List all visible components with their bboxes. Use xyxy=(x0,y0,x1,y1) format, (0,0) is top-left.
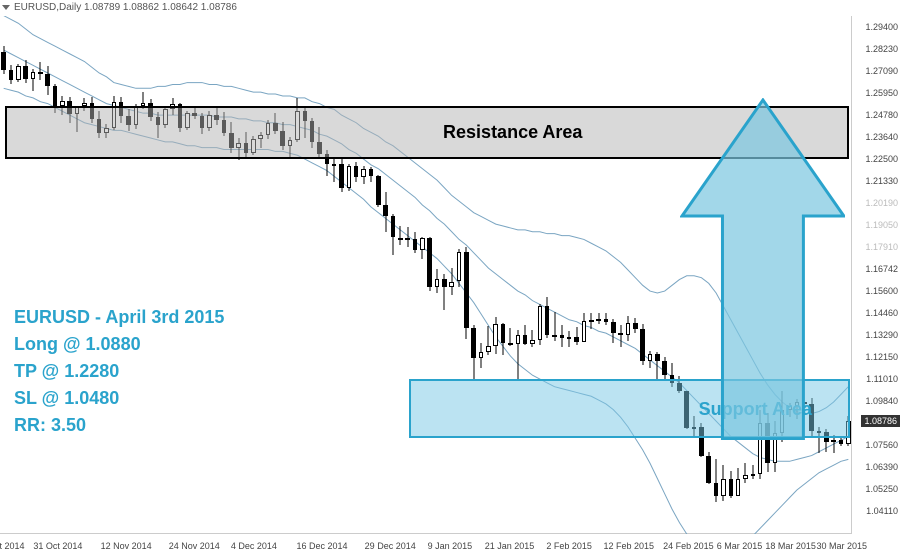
chart-title-bar: EURUSD,Daily 1.08789 1.08862 1.08642 1.0… xyxy=(2,2,237,13)
y-tick: 1.06390 xyxy=(865,462,898,472)
y-tick: 1.21330 xyxy=(865,176,898,186)
x-tick: 18 Mar 2015 xyxy=(765,541,816,551)
y-tick: 1.17910 xyxy=(865,242,898,252)
x-tick: 12 Nov 2014 xyxy=(101,541,152,551)
x-tick: 29 Dec 2014 xyxy=(365,541,416,551)
x-tick: 6 Mar 2015 xyxy=(717,541,763,551)
y-tick: 1.13290 xyxy=(865,330,898,340)
y-tick: 1.12150 xyxy=(865,352,898,362)
x-tick: 24 Feb 2015 xyxy=(663,541,714,551)
y-tick: 1.05250 xyxy=(865,484,898,494)
x-tick: 12 Feb 2015 xyxy=(603,541,654,551)
y-tick: 1.07560 xyxy=(865,440,898,450)
y-tick: 1.24780 xyxy=(865,110,898,120)
y-tick: 1.29400 xyxy=(865,22,898,32)
y-tick: 1.04110 xyxy=(866,506,898,516)
resistance-label: Resistance Area xyxy=(443,122,582,143)
bullish-arrow xyxy=(680,98,846,441)
trade-info-line: RR: 3.50 xyxy=(14,412,224,439)
x-tick: 4 Dec 2014 xyxy=(231,541,277,551)
x-tick: 21 Oct 2014 xyxy=(0,541,25,551)
x-axis: 21 Oct 2014 31 Oct 2014 12 Nov 2014 24 Nov … xyxy=(0,535,852,555)
y-tick: 1.28230 xyxy=(865,44,898,54)
y-tick: 1.19050 xyxy=(865,220,898,230)
y-tick: 1.11010 xyxy=(866,374,898,384)
x-tick: 21 Jan 2015 xyxy=(485,541,535,551)
y-tick: 1.20190 xyxy=(865,198,898,208)
plot-area[interactable]: Resistance Area Support Area EURUSD - Ap… xyxy=(0,16,852,534)
x-tick: 2 Feb 2015 xyxy=(546,541,592,551)
trade-info-line: Long @ 1.0880 xyxy=(14,331,224,358)
y-tick: 1.22500 xyxy=(865,154,898,164)
y-tick: 1.23640 xyxy=(865,132,898,142)
trade-info-line: EURUSD - April 3rd 2015 xyxy=(14,304,224,331)
y-tick: 1.25950 xyxy=(865,88,898,98)
trade-info-line: SL @ 1.0480 xyxy=(14,385,224,412)
x-tick: 30 Mar 2015 xyxy=(816,541,867,551)
x-tick: 31 Oct 2014 xyxy=(33,541,82,551)
x-tick: 24 Nov 2014 xyxy=(169,541,220,551)
y-tick: 1.16742 xyxy=(865,264,898,274)
x-tick: 9 Jan 2015 xyxy=(428,541,473,551)
chart-dropdown-icon[interactable] xyxy=(2,5,10,10)
y-tick: 1.27090 xyxy=(865,66,898,76)
chart-title: EURUSD,Daily 1.08789 1.08862 1.08642 1.0… xyxy=(14,2,237,13)
trade-info-panel: EURUSD - April 3rd 2015Long @ 1.0880TP @… xyxy=(14,304,224,439)
y-tick: 1.14460 xyxy=(865,308,898,318)
y-tick: 1.09840 xyxy=(865,396,898,406)
chart-container: EURUSD,Daily 1.08789 1.08862 1.08642 1.0… xyxy=(0,0,900,555)
y-tick: 1.15600 xyxy=(865,286,898,296)
x-tick: 16 Dec 2014 xyxy=(297,541,348,551)
y-axis: 1.29400 1.28230 1.27090 1.25950 1.24780 1.236… xyxy=(852,16,900,534)
trade-info-line: TP @ 1.2280 xyxy=(14,358,224,385)
current-price-tag: 1.08786 xyxy=(861,415,900,427)
